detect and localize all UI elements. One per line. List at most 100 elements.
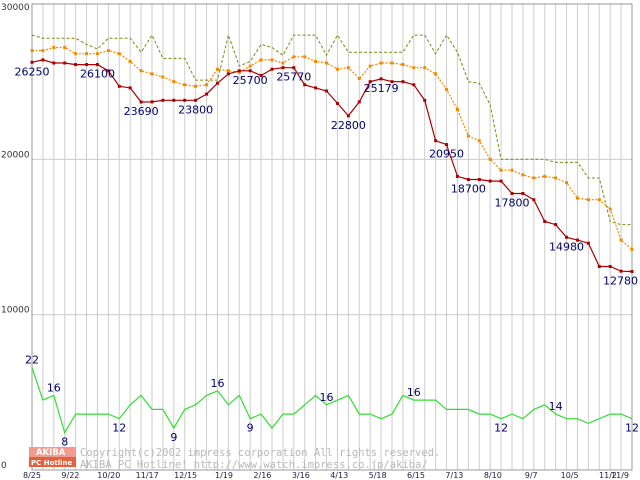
series-mid-point xyxy=(521,173,525,177)
data-label-low: 17800 xyxy=(495,197,530,210)
x-tick-label: 5/18 xyxy=(369,471,387,480)
series-mid-point xyxy=(510,168,514,172)
grid xyxy=(31,3,633,471)
x-tick-label: 3/16 xyxy=(292,471,310,480)
series-low-point xyxy=(95,63,99,67)
series-low-point xyxy=(139,100,143,104)
series-mid-point xyxy=(401,63,405,67)
series-low-point xyxy=(466,178,470,182)
series-low-point xyxy=(63,61,67,65)
series-mid-point xyxy=(270,58,274,62)
data-label-low: 25700 xyxy=(233,74,268,87)
series-low-point xyxy=(619,269,623,273)
series-low-point xyxy=(455,174,459,178)
series-low-point xyxy=(325,89,329,93)
series-low-point xyxy=(237,69,241,73)
data-label-count: 16 xyxy=(210,377,224,390)
series-mid-point xyxy=(390,61,394,65)
watermark: AKIBA PC Hotline Copyright(c)2002 impres… xyxy=(29,447,440,471)
data-label-count: 14 xyxy=(549,400,563,413)
series-markers xyxy=(30,45,634,273)
x-axis-ticks: 8/25 9/22 10/20 11/17 12/15 1/19 2/16 3/16 4/13 5… xyxy=(23,471,629,480)
x-tick-label: 1/19 xyxy=(215,471,233,480)
series-low-point xyxy=(248,69,252,73)
x-tick-label: 4/13 xyxy=(330,471,348,480)
data-label-low: 12780 xyxy=(603,274,638,287)
series-low-point xyxy=(161,98,165,102)
series-mid-point xyxy=(597,198,601,202)
series-low-line xyxy=(31,59,633,273)
series-mid-point xyxy=(150,72,154,76)
series-mid-point xyxy=(346,66,350,70)
series-mid-point xyxy=(477,139,481,143)
series-mid-point xyxy=(434,72,438,76)
series-low-point xyxy=(401,80,405,84)
series-mid-point xyxy=(117,52,121,56)
data-label-count: 16 xyxy=(320,391,334,404)
series-low-point xyxy=(303,83,307,87)
series-mid-point xyxy=(619,238,623,242)
series-low-point xyxy=(445,143,449,147)
data-label-low: 20950 xyxy=(429,148,464,161)
data-label-count: 16 xyxy=(47,381,61,394)
series-low-point xyxy=(379,77,383,81)
y-tick-label: 20000 xyxy=(1,150,30,160)
series-low-point xyxy=(215,81,219,85)
x-tick-label: 8/25 xyxy=(23,471,41,480)
y-tick-label: 0 xyxy=(1,461,7,471)
x-tick-label: 9/22 xyxy=(61,471,79,480)
series-low-point xyxy=(423,98,427,102)
series-mid-point xyxy=(357,77,361,81)
series-upper-line xyxy=(31,33,632,226)
series-low-point xyxy=(390,80,394,84)
series-mid-point xyxy=(172,80,176,84)
series-low-point xyxy=(292,66,296,70)
series-low-point xyxy=(488,179,492,183)
hotline-text: AKIBA PC Hotline! http://www.watch.impre… xyxy=(80,459,428,471)
series-mid-point xyxy=(445,87,449,91)
series-low-point xyxy=(346,114,350,118)
series-low-point xyxy=(172,98,176,102)
x-tick-label: 9/7 xyxy=(525,471,538,480)
series-mid-point xyxy=(466,134,470,138)
data-label-count: 12 xyxy=(494,422,508,435)
data-label-low: 18700 xyxy=(451,183,486,196)
series-low-point xyxy=(597,265,601,269)
series-low-point xyxy=(106,69,110,73)
series-low-point xyxy=(510,192,514,196)
series-count-line xyxy=(31,367,633,435)
data-label-low: 14980 xyxy=(549,240,584,253)
series-low-point xyxy=(554,223,558,227)
series-low-point xyxy=(41,58,45,62)
series-mid-point xyxy=(565,181,569,185)
x-tick-label: 2/16 xyxy=(253,471,271,480)
series-low-point xyxy=(357,100,361,104)
series-low-point xyxy=(575,238,579,242)
series-mid-line xyxy=(32,46,633,250)
series-mid-point xyxy=(608,207,612,211)
x-tick-label: 10/20 xyxy=(97,471,120,480)
x-tick-label: 8/10 xyxy=(484,471,502,480)
series-low-point xyxy=(412,83,416,87)
series-mid-point xyxy=(379,61,383,65)
series-low-point xyxy=(477,178,481,182)
series-mid-point xyxy=(554,176,558,180)
series-low-point xyxy=(499,179,503,183)
series-mid-point xyxy=(303,55,307,59)
series-low-point xyxy=(521,192,525,196)
series-low-point xyxy=(150,100,154,104)
x-tick-label: 11/9 xyxy=(611,471,629,480)
series-mid-point xyxy=(630,247,634,251)
series-low-point xyxy=(74,63,78,67)
series-mid-point xyxy=(52,45,56,49)
series-low-point xyxy=(335,101,339,105)
series-mid-point xyxy=(423,66,427,70)
series-low-point xyxy=(259,73,263,77)
series-low-point xyxy=(117,84,121,88)
x-tick-label: 11/2 xyxy=(599,471,617,480)
data-labels: 26250 26100 23690 23800 25700 25770 22800 25179… xyxy=(15,65,640,448)
logo-bottom-text: PC Hotline xyxy=(31,459,73,467)
data-label-low: 25770 xyxy=(276,71,311,84)
logo-top-text: AKIBA xyxy=(36,448,66,458)
data-label-low: 23800 xyxy=(178,103,213,116)
